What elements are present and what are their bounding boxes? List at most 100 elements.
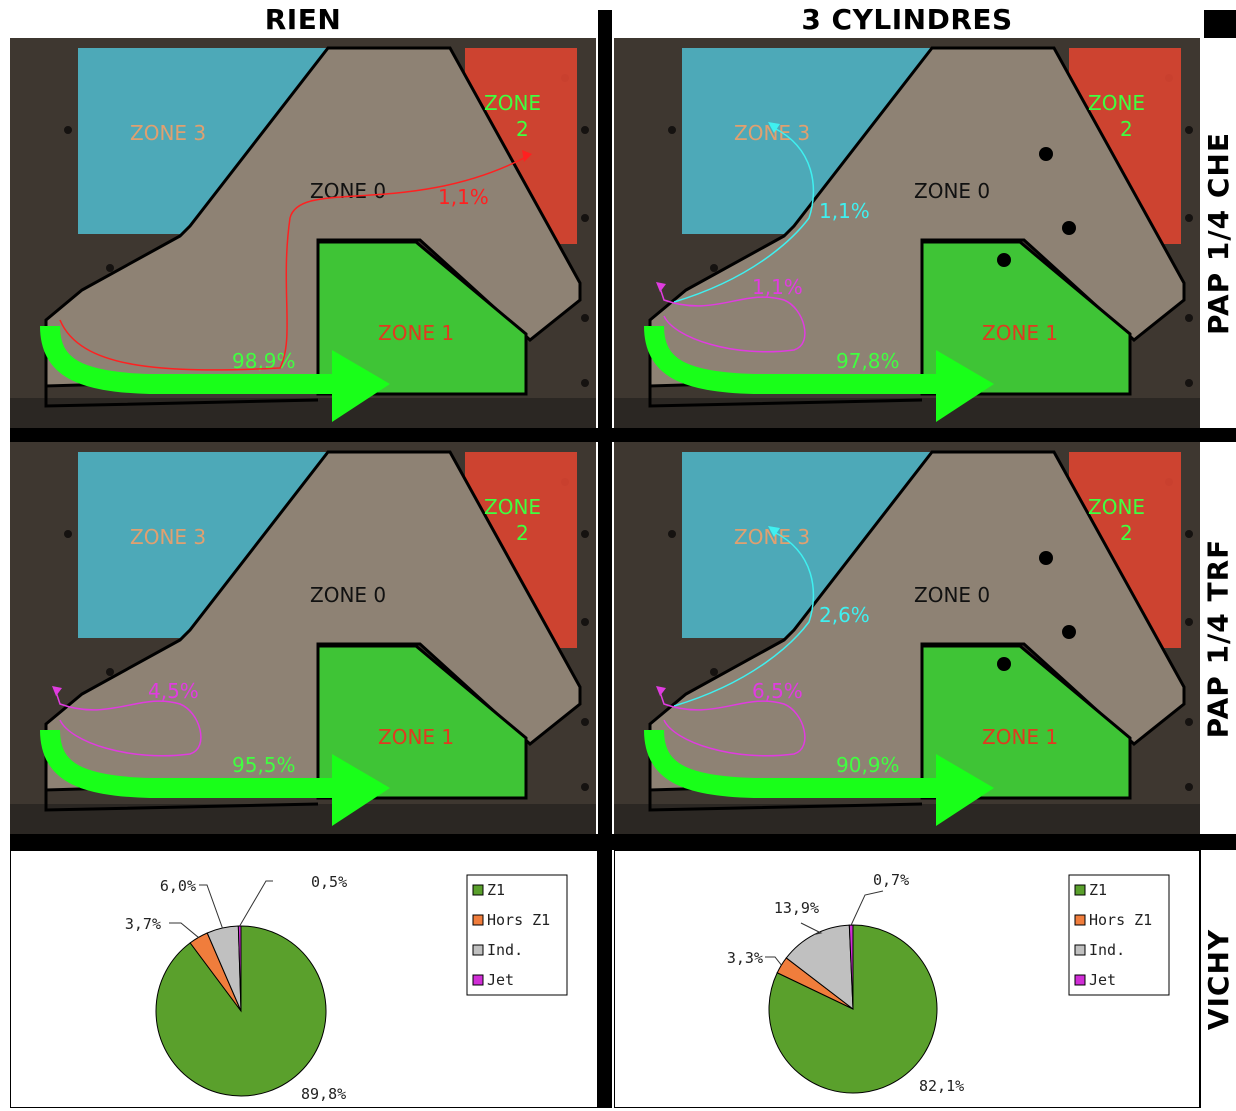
recirculation-loop — [55, 691, 202, 757]
zone-1-area — [316, 240, 528, 396]
bolt — [106, 264, 114, 272]
recirculation-arrowhead — [52, 686, 62, 696]
legend-label: Jet — [1089, 971, 1116, 989]
zone-0-label: ZONE 0 — [310, 583, 386, 607]
pie-value-label: 13,9% — [774, 899, 819, 917]
pie-value-label: 3,3% — [727, 949, 763, 967]
zone-1-area — [920, 240, 1132, 396]
pie-value-label: 6,0% — [160, 877, 196, 895]
plate-bottom-strip — [614, 398, 1200, 428]
bolt — [581, 783, 589, 791]
zone-1-label: ZONE 1 — [982, 321, 1058, 345]
legend-label: Z1 — [1089, 881, 1107, 899]
pie-legend-box — [1068, 874, 1170, 996]
zone-2-label: ZONE — [1088, 495, 1145, 519]
pie-leader-line — [800, 922, 823, 936]
panel-cyl-che: ZONE 3 ZONE 2 ZONE 0 ZONE 1 97,8% 1,1% 1,1% — [614, 38, 1200, 428]
panel-rien-che: ZONE 3 ZONE 2 ZONE 0 ZONE 1 98,9% 1,1% — [10, 38, 596, 428]
main-flow-arrow — [644, 325, 936, 394]
zone-1-area — [316, 644, 528, 800]
bolt — [581, 379, 589, 387]
main-flow-percent: 90,9% — [836, 753, 900, 777]
pie-value-label: 82,1% — [919, 1077, 964, 1095]
zone-1-label: ZONE 1 — [982, 725, 1058, 749]
row-label-trf: PAP 1/4 TRF — [1201, 538, 1235, 738]
row-label-che: PAP 1/4 CHE — [1201, 131, 1235, 335]
legend-label: Hors Z1 — [487, 911, 550, 929]
bolt — [581, 530, 589, 538]
bolt — [668, 530, 676, 538]
pie-panel-rien: 89,8% 3,7% 6,0% 0,5% Z1 Hors Z1 Ind. Jet — [10, 850, 598, 1108]
pie-chart-rien: 89,8% 3,7% 6,0% 0,5% Z1 Hors Z1 Ind. Jet — [125, 873, 568, 1103]
zone-2-label: ZONE — [484, 91, 541, 115]
zone-3-label: ZONE 3 — [130, 525, 206, 549]
pie-chart-cyl: 82,1% 3,3% 13,9% 0,7% Z1 Hors Z1 Ind. Jet — [727, 871, 1170, 1095]
legend-swatch — [472, 944, 484, 956]
pie-value-label: 3,7% — [125, 915, 161, 933]
bolt — [64, 126, 72, 134]
zone-2-label: ZONE — [1088, 91, 1145, 115]
bolt — [1185, 530, 1193, 538]
cylinder-dot — [1062, 221, 1076, 235]
zone-2-flow-arrowhead — [522, 150, 532, 162]
bolt — [581, 126, 589, 134]
pie-value-label: 0,7% — [873, 871, 909, 889]
zone-2-number: 2 — [516, 521, 529, 545]
recirculation-percent: 6,5% — [752, 679, 803, 703]
bolt — [1185, 718, 1193, 726]
zone-3-flow-percent: 1,1% — [819, 199, 870, 223]
pie-slice-z1 — [768, 924, 938, 1094]
legend-swatch — [1074, 944, 1086, 956]
zone-2-flow-line — [59, 155, 529, 371]
bolt — [581, 718, 589, 726]
zone-3-flow-arrowhead — [768, 526, 780, 537]
zone-2-number: 2 — [1120, 117, 1133, 141]
bolt — [710, 264, 718, 272]
cylinder-dot — [1062, 625, 1076, 639]
bolt — [64, 530, 72, 538]
bolt — [1185, 379, 1193, 387]
zone-3-label: ZONE 3 — [130, 121, 206, 145]
legend-swatch — [472, 974, 484, 986]
pie-slice-jet — [237, 925, 242, 1012]
cylinder-dot — [997, 253, 1011, 267]
bolt — [710, 668, 718, 676]
bolt — [581, 214, 589, 222]
bolt — [1185, 126, 1193, 134]
legend-label: Jet — [487, 971, 514, 989]
legend-swatch — [1074, 914, 1086, 926]
column-header-rien: RIEN — [10, 0, 596, 38]
pie-leader-line — [169, 922, 199, 938]
pie-leader-line — [239, 880, 273, 927]
horizontal-divider-1 — [10, 428, 1236, 442]
bolt — [106, 668, 114, 676]
legend-swatch — [1074, 884, 1086, 896]
bolt — [668, 126, 676, 134]
zone-2-number: 2 — [1120, 521, 1133, 545]
main-flow-arrowhead — [936, 754, 994, 826]
main-flow-arrow — [40, 729, 332, 798]
zone-1-area — [920, 644, 1132, 800]
bolt — [1185, 783, 1193, 791]
cylinder-dot — [997, 657, 1011, 671]
main-flow-percent: 95,5% — [232, 753, 296, 777]
column-header-cylindres-text: 3 CYLINDRES — [801, 2, 1013, 36]
vertical-divider — [598, 10, 612, 1108]
legend-label: Ind. — [1089, 941, 1125, 959]
pie-leader-line — [765, 956, 782, 966]
horizontal-divider-2 — [10, 834, 1236, 850]
panel-cyl-trf: ZONE 3 ZONE 2 ZONE 0 ZONE 1 90,9% 2,6% 6,5% — [614, 442, 1200, 834]
cylinder-dot — [1039, 551, 1053, 565]
main-flow-arrowhead — [332, 754, 390, 826]
legend-label: Z1 — [487, 881, 505, 899]
main-flow-arrow — [40, 325, 332, 394]
bolt — [1185, 214, 1193, 222]
recirculation-percent: 4,5% — [148, 679, 199, 703]
zone-3-flow-line — [673, 127, 815, 303]
column-header-rien-text: RIEN — [264, 2, 342, 36]
bolt — [581, 314, 589, 322]
zone-0-label: ZONE 0 — [914, 179, 990, 203]
panel-rien-trf: ZONE 3 ZONE 2 ZONE 0 ZONE 1 95,5% 4,5% — [10, 442, 596, 834]
legend-swatch — [1074, 974, 1086, 986]
zone-2-label: ZONE — [484, 495, 541, 519]
